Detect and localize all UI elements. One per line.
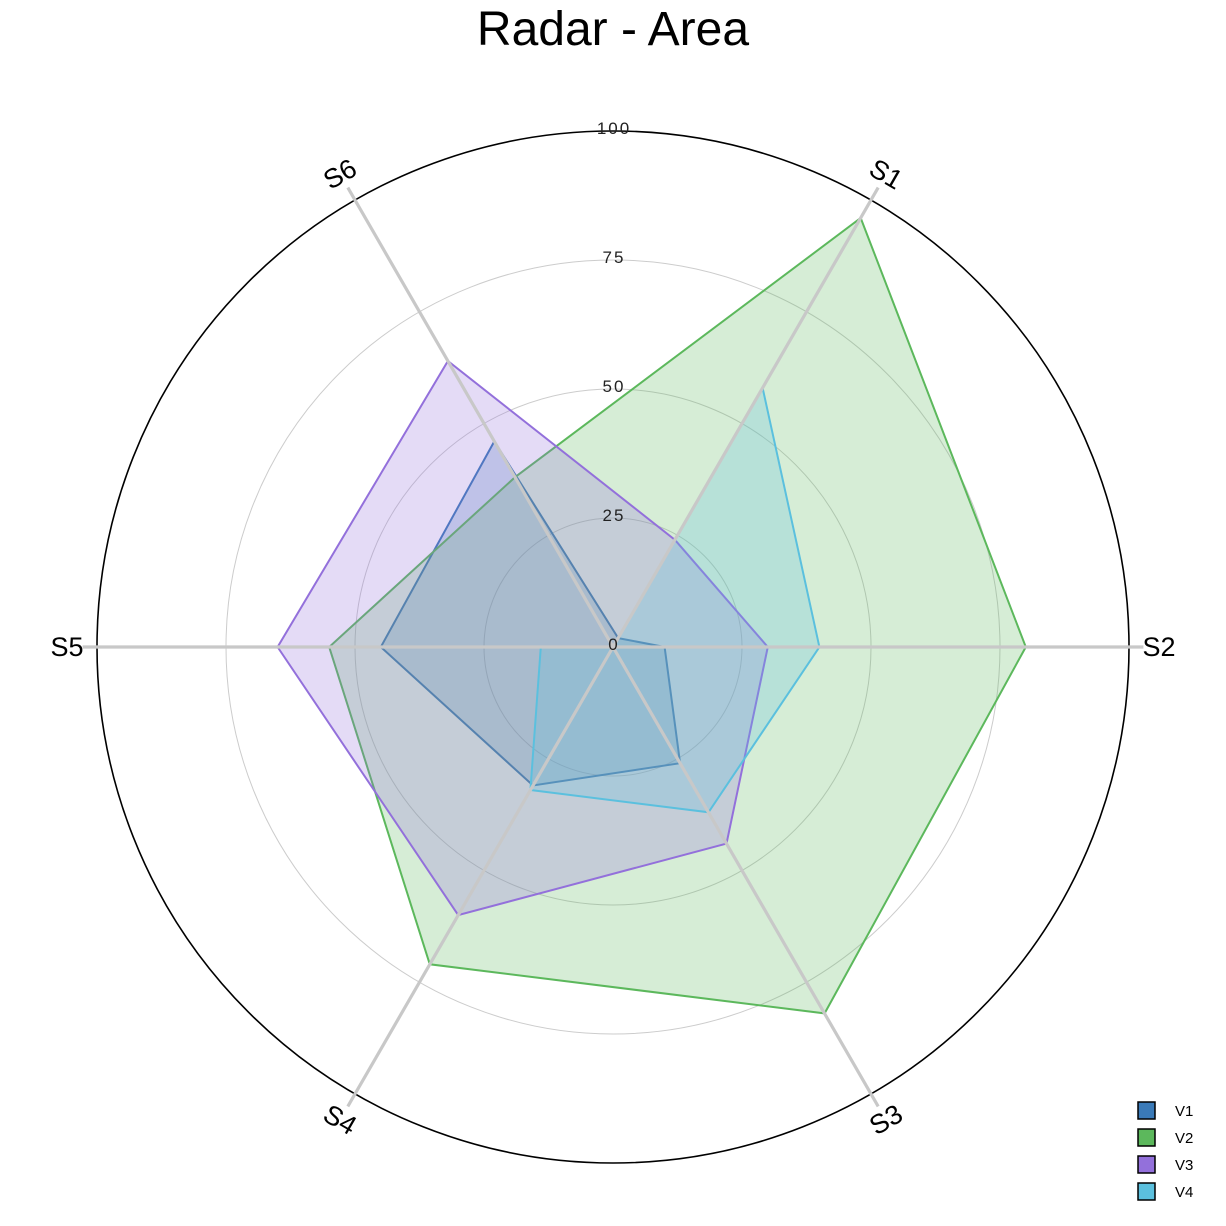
r-tick-label: 25 [603,506,626,525]
legend-label-v2: V2 [1175,1130,1193,1147]
area-layer [276,216,1027,1015]
r-tick-label: 50 [603,377,626,396]
spoke-s4 [346,646,615,1108]
legend-label-v3: V3 [1175,1157,1193,1174]
axis-label-s4: S4 [318,1099,362,1141]
legend-label-v1: V1 [1175,1103,1193,1120]
axis-label-s5: S5 [50,632,83,662]
legend-swatch-v1 [1137,1101,1156,1120]
r-tick-label: 0 [608,635,619,654]
spoke-s1 [611,186,880,648]
axis-label-s2: S2 [1142,632,1175,662]
legend-swatch-v2 [1137,1128,1156,1147]
r-tick-label: 100 [597,119,631,138]
axis-label-s6: S6 [318,153,362,195]
chart-title: Radar - Area [476,3,750,56]
spoke-layer [82,186,1144,1108]
legend-swatch-v3 [1137,1155,1156,1174]
r-tick-label: 75 [603,248,626,267]
spoke-s3 [611,646,880,1108]
axis-label-s1: S1 [864,153,908,195]
spoke-s6 [346,186,615,648]
legend-label-v4: V4 [1175,1184,1193,1201]
legend: V1 V2 V3 V4 [1137,1101,1193,1201]
tick-layer: 0 25 50 75 100 [597,119,631,654]
axis-label-s3: S3 [864,1099,908,1141]
legend-swatch-v4 [1137,1182,1156,1201]
